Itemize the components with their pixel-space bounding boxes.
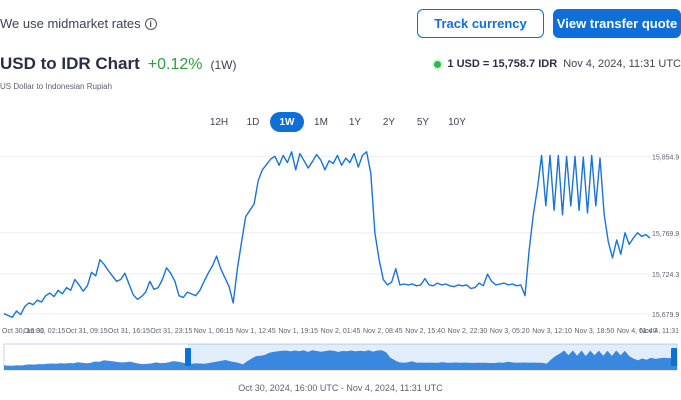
x-tick-label: Nov 2, 01:45 — [321, 328, 361, 335]
midmarket-note: We use midmarket rates i — [0, 16, 157, 31]
percent-change: +0.12% — [147, 56, 203, 73]
navigator-handle-right[interactable] — [671, 348, 677, 366]
rate-timestamp: Nov 4, 2024, 11:31 UTC — [563, 58, 681, 70]
tab-10y[interactable]: 10Y — [448, 116, 466, 128]
period-label: (1W) — [210, 58, 237, 72]
date-range-caption: Oct 30, 2024, 16:00 UTC - Nov 4, 2024, 1… — [238, 383, 443, 393]
series-line — [3, 151, 651, 318]
chart-heading: USD to IDR Chart +0.12% (1W) — [0, 54, 237, 74]
tab-2y[interactable]: 2Y — [382, 116, 396, 128]
x-tick-label: Nov 3, 18:50 — [575, 328, 615, 335]
navigator-area — [4, 350, 677, 370]
y-tick-label: 15,679.9 — [652, 312, 679, 319]
tab-5y[interactable]: 5Y — [416, 116, 430, 128]
y-tick-label: 15,854.9 — [652, 154, 679, 161]
x-tick-label: Nov 1, 06:15 — [194, 328, 234, 335]
tab-1w[interactable]: 1W — [270, 112, 304, 132]
x-tick-label: Nov 2, 08:45 — [363, 328, 403, 335]
live-dot-icon — [434, 60, 442, 68]
rate-chart[interactable]: 15,854.9 15,769.9 15,724.3 15,679.9 Oct 30, … — [0, 140, 681, 378]
x-tick-label: Nov 4, 01:40 — [617, 328, 657, 335]
x-tick-label: Oct 31, 02:15 — [23, 328, 65, 335]
navigator-selection — [188, 344, 677, 370]
view-transfer-quote-button[interactable]: View transfer quote — [553, 9, 681, 38]
x-tick-label: Nov 3, 12:10 — [532, 328, 572, 335]
y-tick-label: 15,769.9 — [652, 231, 679, 238]
tab-1d[interactable]: 1D — [246, 116, 260, 128]
tab-12h[interactable]: 12H — [209, 116, 229, 128]
rate-value: 1 USD = 15,758.7 IDR — [447, 58, 558, 70]
range-tabs: 12H 1D 1W 1M 1Y 2Y 5Y 10Y — [202, 112, 474, 132]
x-tick-label: Nov 2, 22:30 — [448, 328, 488, 335]
x-tick-label: Nov 1, 19:15 — [278, 328, 318, 335]
midmarket-note-text: We use midmarket rates — [0, 16, 141, 31]
x-tick-label: Nov 3, 05:20 — [490, 328, 530, 335]
x-tick-label: Nov 4, 11:31 — [640, 328, 679, 335]
x-tick-label: Nov 2, 15:40 — [405, 328, 445, 335]
track-currency-button[interactable]: Track currency — [417, 9, 544, 38]
x-tick-label: Nov 1, 12:45 — [236, 328, 276, 335]
x-tick-label: Oct 30, 16:00 — [2, 328, 44, 335]
info-icon[interactable]: i — [144, 17, 157, 30]
chart-subtitle: US Dollar to Indonesian Rupiah — [0, 82, 113, 91]
x-tick-label: Oct 31, 23:15 — [150, 328, 192, 335]
y-tick-label: 15,724.3 — [652, 272, 679, 279]
x-tick-label: Oct 31, 09:15 — [66, 328, 108, 335]
tab-1m[interactable]: 1M — [314, 116, 328, 128]
navigator-handle-left[interactable] — [185, 348, 191, 366]
tab-1y[interactable]: 1Y — [348, 116, 362, 128]
x-tick-label: Oct 31, 16:15 — [108, 328, 150, 335]
current-rate: 1 USD = 15,758.7 IDR Nov 4, 2024, 11:31 … — [434, 58, 681, 70]
chart-title: USD to IDR Chart — [0, 54, 140, 73]
